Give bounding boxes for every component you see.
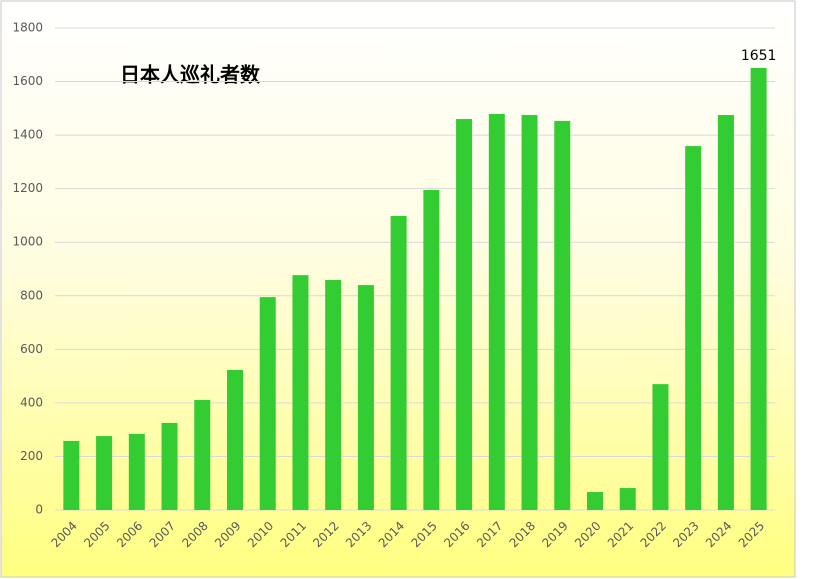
y-tick-label: 0 bbox=[35, 503, 43, 517]
bar bbox=[619, 488, 636, 510]
bar bbox=[357, 285, 374, 510]
bar bbox=[521, 115, 538, 511]
y-tick-label: 200 bbox=[20, 449, 43, 463]
bar bbox=[750, 67, 767, 510]
bar bbox=[194, 399, 211, 510]
bar bbox=[292, 275, 309, 510]
bar bbox=[128, 433, 145, 510]
bar bbox=[423, 190, 440, 510]
bar bbox=[63, 440, 80, 510]
y-tick-label: 1200 bbox=[12, 181, 43, 195]
y-tick-label: 1000 bbox=[12, 235, 43, 249]
bar bbox=[652, 384, 669, 510]
bar bbox=[488, 113, 505, 510]
bar bbox=[325, 279, 342, 510]
bar bbox=[456, 119, 473, 511]
y-tick-label: 800 bbox=[20, 288, 43, 302]
bar bbox=[587, 492, 603, 510]
y-tick-label: 600 bbox=[20, 342, 43, 356]
bar bbox=[259, 297, 276, 510]
bar bbox=[227, 369, 243, 510]
bar bbox=[96, 436, 113, 510]
bar bbox=[717, 115, 734, 511]
y-tick-label: 1400 bbox=[12, 128, 43, 142]
bar bbox=[554, 120, 571, 511]
y-tick-label: 1800 bbox=[12, 21, 43, 35]
y-tick-label: 1600 bbox=[12, 74, 43, 88]
bar bbox=[161, 422, 178, 510]
bar bbox=[685, 146, 702, 510]
chart-title: 日本人巡礼者数 bbox=[120, 63, 261, 87]
bar bbox=[390, 215, 407, 511]
data-label: 1651 bbox=[741, 48, 777, 64]
y-tick-label: 400 bbox=[20, 395, 43, 409]
